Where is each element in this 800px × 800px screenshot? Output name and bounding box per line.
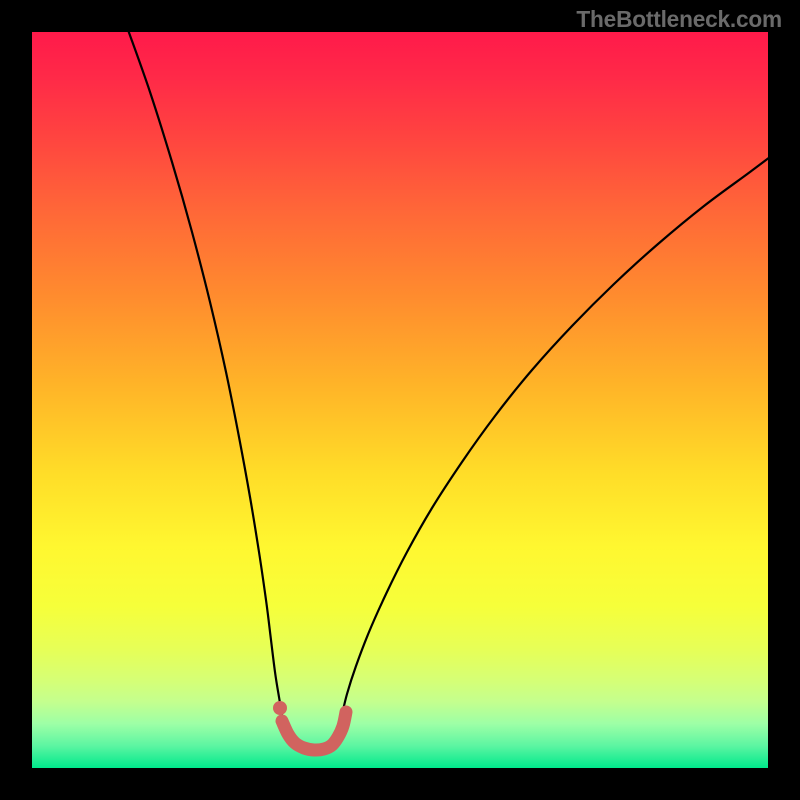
accent-marker [273, 701, 287, 715]
curve-group [127, 27, 774, 715]
curve-right [342, 154, 774, 715]
accent-valley [282, 712, 346, 750]
watermark-text: TheBottleneck.com [576, 6, 782, 33]
curve-left [127, 27, 282, 715]
chart-svg [0, 0, 800, 800]
chart-frame: TheBottleneck.com [0, 0, 800, 800]
